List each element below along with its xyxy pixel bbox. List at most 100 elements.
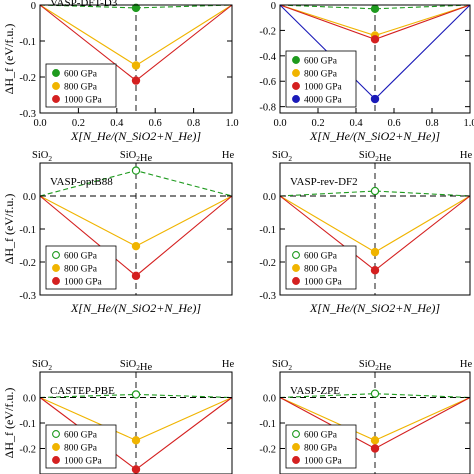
- data-point-600-gpa: [131, 166, 141, 175]
- y-axis-label: ΔH_f (eV/f.u.): [2, 194, 16, 265]
- y-tick-label: -0.2: [19, 73, 36, 84]
- x-tick-label: 0.8: [187, 118, 200, 129]
- x-tick-label: 0.6: [387, 118, 400, 129]
- y-tick-label: 0.0: [23, 192, 36, 203]
- legend-marker: [52, 251, 60, 259]
- legend-label: 800 GPa: [64, 83, 98, 93]
- data-point-1000-gpa: [370, 35, 380, 44]
- top-label-middle: SiO2He: [120, 359, 153, 373]
- data-point-600-gpa: [370, 4, 380, 14]
- panel-6: -0.2 -0.1 0.0 SiO2 SiO2He He VASP-ZPE 600 GPa 80…: [259, 359, 472, 474]
- x-axis-label: X[N_He/(N_SiO2+N_He)]: [70, 301, 201, 315]
- legend-marker: [292, 95, 300, 103]
- legend-label: 4000 GPa: [304, 96, 343, 106]
- legend-label: 800 GPa: [64, 444, 98, 454]
- x-tick-label: 0.8: [425, 118, 438, 129]
- data-point-1000-gpa: [131, 271, 141, 281]
- y-tick-label: -0.3: [19, 291, 36, 302]
- panel-title: VASP-ZPE: [290, 385, 340, 397]
- x-tick-label: 0.0: [33, 118, 46, 129]
- y-tick-label: -0.6: [259, 77, 276, 88]
- x-axis-label: X[N_He/(N_SiO2+N_He)]: [70, 129, 201, 143]
- legend-label: 800 GPa: [304, 70, 338, 80]
- legend-marker: [52, 430, 60, 438]
- legend-label: 600 GPa: [64, 431, 98, 441]
- data-point-1000-gpa: [131, 76, 141, 85]
- y-tick-label: 0.0: [263, 394, 276, 405]
- data-point-800-gpa: [131, 61, 141, 70]
- y-tick-label: -0.8: [259, 103, 276, 114]
- data-point-800-gpa: [131, 241, 141, 251]
- data-point-1000-gpa: [370, 444, 380, 453]
- y-tick-label: -0.2: [19, 445, 36, 456]
- legend-label: 1000 GPa: [64, 278, 103, 288]
- data-point-800-gpa: [131, 436, 141, 445]
- top-label-right: He: [222, 150, 235, 161]
- y-tick-label: -0.3: [19, 109, 36, 120]
- x-tick-label: 1.0: [463, 118, 474, 129]
- legend-label: 800 GPa: [304, 444, 338, 454]
- panel-title: CASTEP-PBE: [50, 385, 115, 397]
- x-tick-label: 0.2: [311, 118, 324, 129]
- legend-marker: [52, 82, 60, 90]
- legend-label: 800 GPa: [304, 265, 338, 275]
- panel-5: -0.2 -0.1 0.0 SiO2 SiO2He He CASTEP-PBE 600 GPa…: [2, 359, 234, 474]
- legend-marker: [292, 69, 300, 77]
- top-label-middle: SiO2He: [120, 150, 153, 164]
- x-axis-label: X[N_He/(N_SiO2+N_He)]: [309, 129, 440, 143]
- top-label-right: He: [460, 150, 473, 161]
- y-tick-label: -0.1: [19, 225, 36, 236]
- y-tick-label: -0.3: [259, 291, 276, 302]
- y-tick-label: -0.2: [259, 445, 276, 456]
- y-tick-label: -0.2: [259, 26, 276, 37]
- legend-marker: [52, 456, 60, 464]
- y-tick-label: 0.0: [263, 192, 276, 203]
- x-tick-label: 1.0: [225, 118, 238, 129]
- data-point-600-gpa: [370, 389, 380, 398]
- y-tick-label: 0: [31, 1, 36, 12]
- panel-2: -0.8 -0.6 -0.4 -0.2 0 0.0 0.2 0.4 0.6 0.8 1.0 600 G…: [259, 1, 474, 143]
- data-point-800-gpa: [370, 436, 380, 445]
- x-tick-label: 0.4: [349, 118, 363, 129]
- y-tick-label: -0.1: [19, 37, 36, 48]
- y-tick-label: -0.2: [259, 258, 276, 269]
- legend-label: 1000 GPa: [64, 96, 103, 106]
- legend-marker: [292, 251, 300, 259]
- legend-marker: [292, 443, 300, 451]
- legend-label: 600 GPa: [304, 431, 338, 441]
- legend-marker: [292, 456, 300, 464]
- y-tick-label: 0: [271, 1, 276, 12]
- y-tick-label: -0.1: [259, 225, 276, 236]
- panel-4: -0.3 -0.2 -0.1 0.0 SiO2 SiO2He He VASP-rev-DF2 6…: [259, 150, 472, 315]
- legend-marker: [52, 443, 60, 451]
- panel-title: VASP-optB88: [50, 176, 113, 188]
- y-tick-label: -0.1: [259, 419, 276, 430]
- legend-marker: [52, 264, 60, 272]
- legend-marker: [292, 56, 300, 64]
- legend-marker: [292, 264, 300, 272]
- x-tick-label: 0.6: [149, 118, 162, 129]
- legend-marker: [52, 95, 60, 103]
- legend-label: 600 GPa: [304, 252, 338, 262]
- panel-1: -0.3 -0.2 -0.1 0 0.0 0.2 0.4 0.6 0.8 1.0 VASP-DFT-…: [2, 0, 239, 143]
- top-label-left: SiO2: [32, 150, 52, 163]
- top-label-left: SiO2: [272, 150, 292, 163]
- legend-label: 1000 GPa: [64, 457, 103, 467]
- legend-marker: [292, 82, 300, 90]
- legend-marker: [52, 69, 60, 77]
- legend-label: 600 GPa: [64, 70, 98, 80]
- legend-label: 600 GPa: [64, 252, 98, 262]
- top-label-left: SiO2: [272, 359, 292, 372]
- y-axis-label: ΔH_f (eV/f.u.): [2, 24, 16, 95]
- legend-marker: [52, 277, 60, 285]
- y-tick-label: -0.2: [19, 258, 36, 269]
- legend-label: 1000 GPa: [304, 457, 343, 467]
- top-label-left: SiO2: [32, 359, 52, 372]
- x-tick-label: 0.0: [273, 118, 286, 129]
- y-tick-label: -0.4: [259, 52, 276, 63]
- panel-title: VASP-DFT-D3: [50, 0, 118, 9]
- data-point-600-gpa: [131, 3, 141, 13]
- y-axis-label: ΔH_f (eV/f.u.): [2, 388, 16, 459]
- legend-marker: [292, 430, 300, 438]
